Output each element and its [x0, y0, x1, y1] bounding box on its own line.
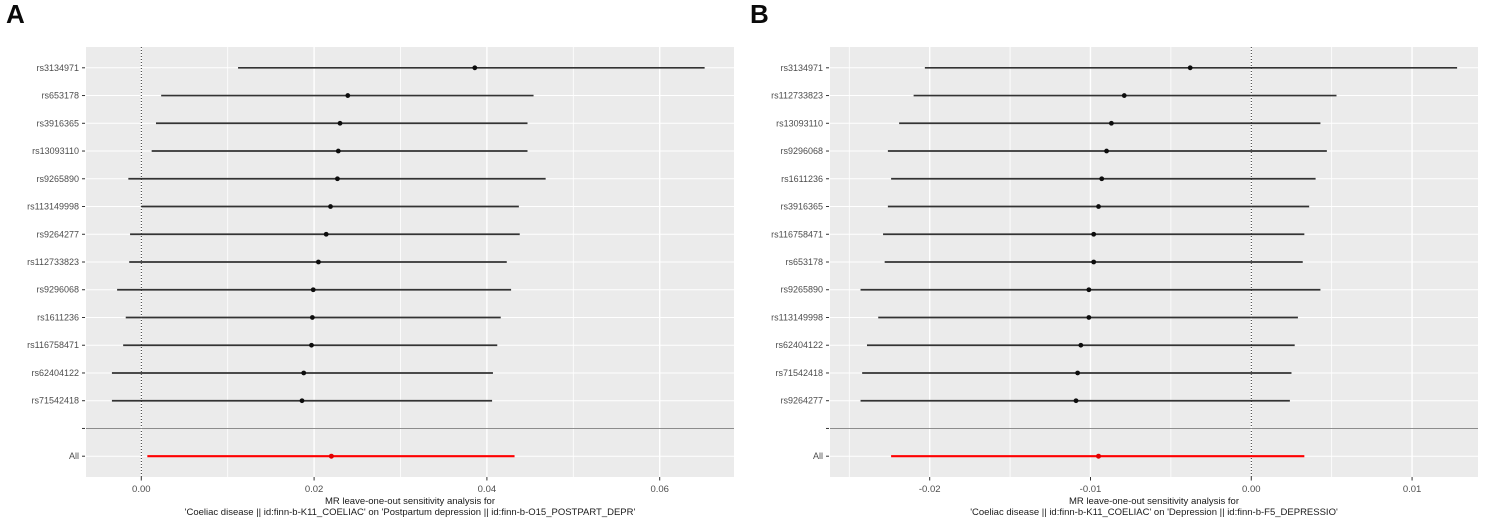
- point-estimate: [1086, 315, 1092, 320]
- panel-b: B rs3134971 rs112733823 rs13093110 rs929606…: [744, 0, 1488, 521]
- panel-a: A rs3134971 rs653178 rs3916365 rs13093110 rs…: [6, 0, 734, 518]
- y-axis-label: rs112733823: [771, 91, 823, 101]
- point-estimate: [1086, 287, 1092, 293]
- y-axis-label: rs116758471: [771, 229, 823, 239]
- y-axis-label: rs9296068: [36, 285, 79, 295]
- point-estimate: [316, 259, 321, 265]
- point-estimate: [1091, 231, 1097, 237]
- axis-title-line2: 'Coeliac disease || id:finn-b-K11_COELIA…: [970, 507, 1338, 518]
- point-estimate: [323, 231, 329, 237]
- point-estimate: [1075, 370, 1081, 376]
- point-estimate: [1078, 342, 1084, 348]
- all-point-estimate: [1096, 453, 1102, 459]
- y-axis-label: rs9296068: [780, 146, 823, 156]
- point-estimate: [1108, 120, 1114, 126]
- point-estimate: [1096, 204, 1101, 209]
- y-axis-label: rs13093110: [776, 118, 823, 128]
- x-tick-label: -0.01: [1080, 484, 1102, 495]
- x-tick-label: 0.00: [1242, 484, 1261, 495]
- y-axis-label: rs1611236: [37, 312, 79, 322]
- y-axis-label: rs113149998: [771, 312, 823, 322]
- y-axis-label: rs71542418: [775, 368, 823, 378]
- point-estimate: [335, 148, 341, 154]
- point-estimate: [309, 315, 315, 320]
- y-axis-label: rs9264277: [780, 396, 823, 406]
- all-point-estimate: [328, 453, 334, 459]
- point-estimate: [299, 398, 305, 404]
- y-axis-label: rs3134971: [780, 63, 823, 73]
- x-tick-label: 0.01: [1403, 484, 1422, 495]
- panel-b-label: B: [750, 0, 769, 29]
- x-tick-label: 0.02: [305, 484, 324, 495]
- y-axis-label: rs1611236: [781, 174, 823, 184]
- y-axis-label: rs3916365: [36, 118, 79, 128]
- y-axis-label: rs113149998: [27, 202, 79, 212]
- point-estimate: [1187, 65, 1193, 71]
- y-axis-label: rs13093110: [32, 146, 79, 156]
- y-axis-label: rs653178: [785, 257, 823, 267]
- y-axis-label: rs653178: [41, 91, 79, 101]
- y-axis-label: rs9265890: [780, 285, 823, 295]
- forest-plot-a: rs3134971 rs653178 rs3916365 rs13093110 rs92…: [27, 47, 734, 518]
- point-estimate: [328, 204, 333, 209]
- axis-title-line1: MR leave-one-out sensitivity analysis fo…: [325, 496, 495, 507]
- y-axis-label: rs9265890: [36, 174, 79, 184]
- axis-title-line2: 'Coeliac disease || id:finn-b-K11_COELIA…: [185, 507, 636, 518]
- point-estimate: [335, 176, 340, 182]
- y-axis-label: rs112733823: [27, 257, 79, 267]
- y-axis-label: rs71542418: [31, 396, 79, 406]
- point-estimate: [472, 65, 478, 71]
- point-estimate: [310, 287, 316, 293]
- y-axis-label-all: All: [69, 451, 79, 461]
- point-estimate: [1099, 176, 1105, 182]
- x-tick-label: 0.00: [132, 484, 151, 495]
- point-estimate: [301, 370, 307, 376]
- y-axis-label-all: All: [813, 451, 823, 461]
- y-axis-label: rs62404122: [31, 368, 79, 378]
- y-axis-label: rs9264277: [36, 229, 79, 239]
- point-estimate: [1091, 259, 1097, 265]
- y-axis-label: rs116758471: [27, 340, 79, 350]
- y-axis-label: rs62404122: [775, 340, 823, 350]
- point-estimate: [309, 342, 314, 348]
- point-estimate: [345, 93, 351, 98]
- panel-a-label: A: [6, 0, 25, 29]
- point-estimate: [1121, 93, 1127, 98]
- x-tick-label: 0.06: [650, 484, 669, 495]
- forest-plot-b: rs3134971 rs112733823 rs13093110 rs9296068 r…: [771, 47, 1478, 518]
- point-estimate: [1104, 148, 1109, 154]
- y-axis-label: rs3134971: [36, 63, 79, 73]
- point-estimate: [1073, 398, 1079, 404]
- y-axis-label: rs3916365: [780, 202, 823, 212]
- x-tick-label: -0.02: [919, 484, 941, 495]
- axis-title-line1: MR leave-one-out sensitivity analysis fo…: [1069, 496, 1239, 507]
- point-estimate: [337, 120, 343, 126]
- x-tick-label: 0.04: [478, 484, 497, 495]
